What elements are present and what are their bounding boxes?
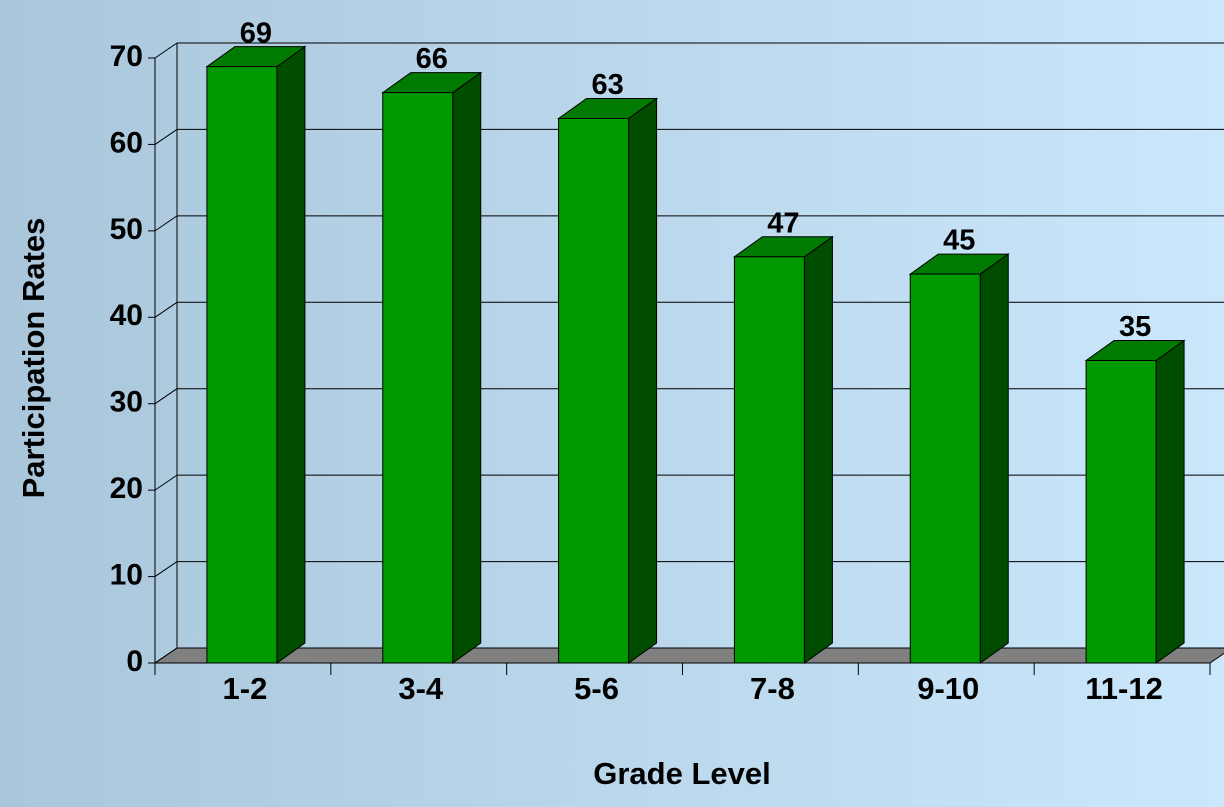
- floor: [153, 647, 1224, 664]
- grid-line-side: [154, 129, 178, 145]
- bar-side: [452, 71, 482, 664]
- y-tick-label: 70: [110, 40, 143, 73]
- bar-side: [979, 253, 1009, 664]
- x-axis-title: Grade Level: [593, 756, 770, 791]
- bar: [558, 118, 630, 664]
- plot-area: 0 10 20 30 40 50 60 70 1-2 69 3-4 66 5-6 63 7-8 47 9-10 4…: [110, 17, 1224, 706]
- y-tick-label: 10: [110, 558, 143, 591]
- bar: [733, 256, 805, 664]
- bar: [909, 273, 981, 664]
- data-label: 69: [240, 17, 272, 49]
- y-tick-label: 50: [110, 213, 143, 246]
- y-tick-label: 60: [110, 126, 143, 159]
- grid-line-side: [154, 301, 178, 318]
- grid-line-side: [154, 561, 178, 577]
- y-tick-label: 40: [110, 299, 143, 332]
- bar-side: [628, 97, 658, 664]
- data-label: 66: [416, 43, 448, 75]
- y-tick-label: 0: [126, 645, 143, 678]
- bar: [1085, 360, 1157, 664]
- y-tick-label: 30: [110, 386, 143, 419]
- grid-line-side: [154, 647, 178, 664]
- x-tick-label: 1-2: [223, 671, 268, 706]
- data-label: 47: [767, 207, 799, 239]
- bar-side: [1155, 339, 1185, 664]
- data-label: 35: [1119, 311, 1151, 343]
- x-tick-label: 3-4: [398, 671, 444, 706]
- x-tick-label: 9-10: [917, 671, 979, 706]
- x-tick-label: 5-6: [574, 671, 619, 706]
- data-label: 63: [591, 69, 623, 101]
- bar: [382, 92, 454, 664]
- grid-line-side: [154, 215, 178, 232]
- grid-line-side: [154, 474, 178, 491]
- y-tick-label: 20: [110, 472, 143, 505]
- bar-side: [803, 235, 833, 664]
- bar-side: [276, 45, 306, 664]
- y-axis-title: Participation Rates: [16, 218, 51, 499]
- grid-line-side: [154, 388, 178, 405]
- grid-line-side: [154, 42, 178, 59]
- data-label: 45: [943, 225, 975, 257]
- x-tick-label: 11-12: [1085, 671, 1163, 706]
- x-tick-label: 7-8: [750, 671, 795, 706]
- bar: [206, 66, 278, 664]
